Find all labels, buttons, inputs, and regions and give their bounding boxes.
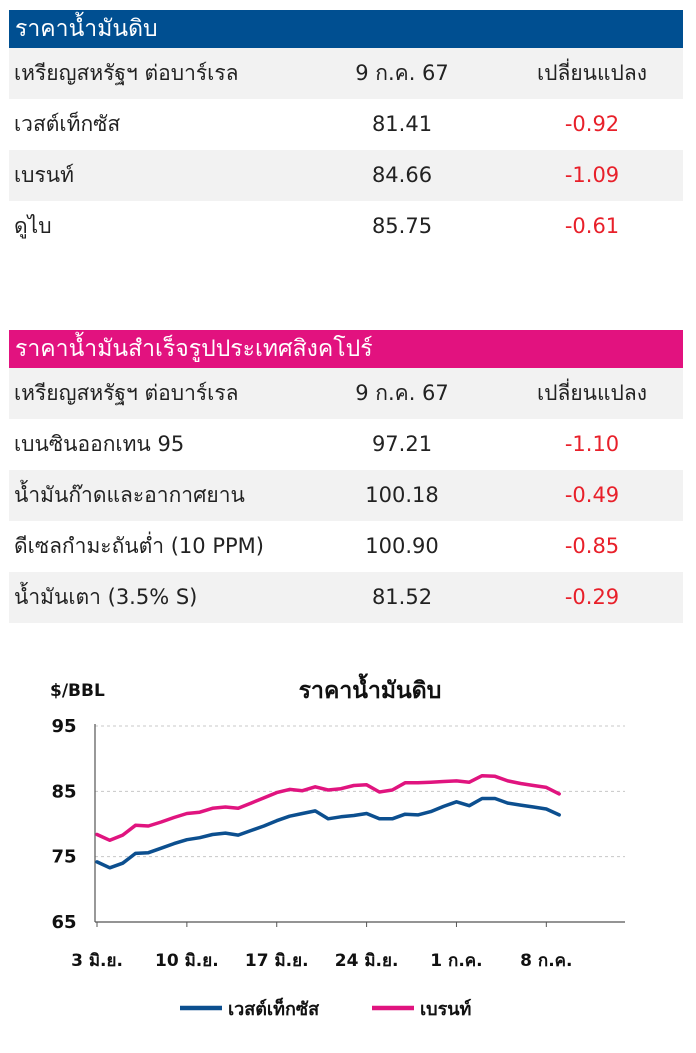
row-price: 81.52 [371,585,433,609]
legend-label: เวสต์เท็กซัส [228,997,320,1020]
crude-price-chart: 65 75 85 95 3 มิ.ย. 10 มิ.ย. 17 มิ.ย. 24 มิ.ย. 1… [0,660,696,1049]
row-change: -0.92 [564,112,620,136]
axis-layer [94,724,625,927]
row-change: -0.29 [564,585,620,609]
table-header-row: เหรียญสหรัฐฯ ต่อบาร์เรล 9 ก.ค. 67 เปลี่ย… [9,368,683,419]
row-change: -1.10 [564,432,620,456]
row-price: 100.18 [365,483,439,507]
table-row-wti: เวสต์เท็กซัส 81.41 -0.92 [9,99,683,150]
row-name: เบนซินออกเทน 95 [14,432,185,456]
header-date: 9 ก.ค. 67 [355,61,449,85]
row-price: 85.75 [371,214,433,238]
series-layer [95,773,561,870]
table-row-diesel: ดีเซลกำมะถันต่ำ (10 PPM) 100.90 -0.85 [9,521,683,572]
header-date: 9 ก.ค. 67 [355,381,449,405]
row-name: เวสต์เท็กซัส [14,112,121,136]
y-tick-label: 65 [51,912,76,933]
row-price: 97.21 [371,432,433,456]
row-change: -0.85 [564,534,620,558]
row-name: น้ำมันก๊าดและอากาศยาน [14,483,245,507]
series-line-brent [95,773,561,843]
y-tick-label: 95 [51,716,76,737]
row-name: เบรนท์ [14,163,74,187]
table-row-fuel-oil: น้ำมันเตา (3.5% S) 81.52 -0.29 [9,572,683,623]
chart-title: ราคาน้ำมันดิบ [299,673,442,704]
table-row-jet-kerosene: น้ำมันก๊าดและอากาศยาน 100.18 -0.49 [9,470,683,521]
row-change: -0.61 [564,214,620,238]
row-price: 84.66 [371,163,433,187]
label-layer: 65 75 85 95 3 มิ.ย. 10 มิ.ย. 17 มิ.ย. 24 มิ.ย. 1… [50,673,572,1020]
row-price: 100.90 [365,534,439,558]
row-change: -0.49 [564,483,620,507]
table-row-gasoline95: เบนซินออกเทน 95 97.21 -1.10 [9,419,683,470]
x-tick-label: 3 มิ.ย. [71,951,123,971]
y-axis-label: $/BBL [50,681,105,701]
singapore-price-table: ราคาน้ำมันสำเร็จรูปประเทศสิงคโปร์ เหรียญ… [9,330,683,623]
x-tick-label: 17 มิ.ย. [245,951,309,971]
row-name: น้ำมันเตา (3.5% S) [14,585,198,609]
x-tick-label: 10 มิ.ย. [155,951,219,971]
x-tick-label: 24 มิ.ย. [335,951,399,971]
row-name: ดีเซลกำมะถันต่ำ (10 PPM) [14,534,264,558]
legend-label: เบรนท์ [420,998,471,1020]
row-name: ดูไบ [14,214,52,238]
crude-table-title: ราคาน้ำมันดิบ [9,10,683,48]
singapore-table-title: ราคาน้ำมันสำเร็จรูปประเทศสิงคโปร์ [9,330,683,368]
row-change: -1.09 [564,163,620,187]
series-line-wti [95,796,561,870]
crude-price-table: ราคาน้ำมันดิบ เหรียญสหรัฐฯ ต่อบาร์เรล 9 … [9,10,683,252]
header-change: เปลี่ยนแปลง [536,61,648,85]
x-tick-label: 8 ก.ค. [520,951,572,971]
table-row-dubai: ดูไบ 85.75 -0.61 [9,201,683,252]
row-price: 81.41 [371,112,433,136]
header-change: เปลี่ยนแปลง [536,381,648,405]
y-tick-label: 75 [51,847,76,868]
table-row-brent: เบรนท์ 84.66 -1.09 [9,150,683,201]
y-tick-label: 85 [51,781,76,802]
table-header-row: เหรียญสหรัฐฯ ต่อบาร์เรล 9 ก.ค. 67 เปลี่ย… [9,48,683,99]
x-tick-label: 1 ก.ค. [430,951,482,971]
chart-svg: 65 75 85 95 3 มิ.ย. 10 มิ.ย. 17 มิ.ย. 24 มิ.ย. 1… [50,673,625,1020]
grid-layer [95,725,625,858]
header-unit: เหรียญสหรัฐฯ ต่อบาร์เรล [14,61,239,85]
header-unit: เหรียญสหรัฐฯ ต่อบาร์เรล [14,381,239,405]
